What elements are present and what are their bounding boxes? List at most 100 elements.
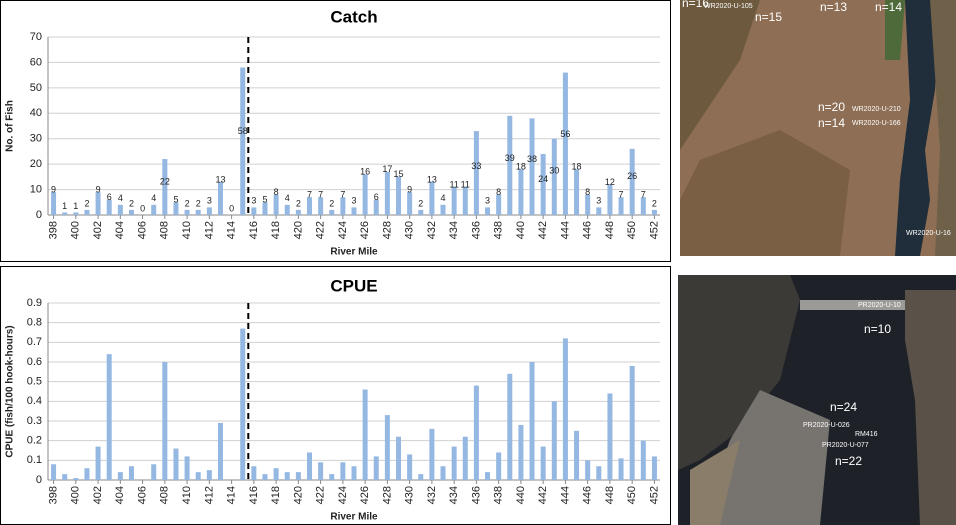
- data-label: 4: [118, 193, 123, 203]
- y-tick-label: 0.2: [27, 435, 42, 447]
- data-label: 18: [516, 162, 526, 172]
- x-tick-label: 420: [292, 486, 304, 504]
- image-label: n=24: [830, 400, 857, 414]
- bar: [418, 209, 424, 215]
- data-label: 7: [641, 190, 646, 200]
- data-label: 13: [215, 174, 225, 184]
- y-tick-label: 50: [30, 82, 42, 94]
- bar: [440, 204, 446, 215]
- bar: [618, 458, 624, 480]
- bar: [418, 474, 424, 480]
- bar: [306, 452, 312, 480]
- bar: [284, 472, 290, 480]
- x-axis-label: River Mile: [330, 247, 378, 258]
- bar: [240, 328, 246, 480]
- data-label: 13: [427, 174, 437, 184]
- x-tick-label: 450: [626, 221, 638, 239]
- bar: [473, 131, 479, 215]
- bar: [585, 460, 591, 480]
- data-label: 33: [471, 161, 481, 171]
- x-tick-label: 428: [381, 221, 393, 239]
- y-tick-label: 60: [30, 56, 42, 68]
- bar: [329, 209, 335, 215]
- bar: [396, 176, 402, 215]
- x-tick-label: 400: [70, 486, 82, 504]
- bar: [529, 118, 535, 215]
- data-label: 58: [238, 126, 248, 136]
- x-tick-label: 410: [181, 486, 193, 504]
- bar: [73, 212, 79, 215]
- x-tick-label: 406: [136, 486, 148, 504]
- x-tick-label: 422: [315, 221, 327, 239]
- bar: [173, 448, 179, 480]
- y-tick-label: 20: [30, 158, 42, 170]
- bar: [273, 468, 279, 480]
- y-tick-label: 0.5: [27, 376, 42, 388]
- bar: [151, 204, 157, 215]
- image-label: n=15: [755, 10, 782, 24]
- x-tick-label: 436: [470, 486, 482, 504]
- x-tick-label: 446: [582, 221, 594, 239]
- x-tick-label: 414: [226, 486, 238, 504]
- image-label: n=20: [818, 100, 845, 114]
- x-tick-label: 440: [515, 221, 527, 239]
- data-label: 2: [296, 198, 301, 208]
- bar: [128, 209, 134, 215]
- bar: [262, 474, 268, 480]
- data-label: 7: [340, 190, 345, 200]
- y-tick-label: 30: [30, 133, 42, 145]
- data-label: 11: [449, 179, 458, 189]
- bar: [384, 171, 390, 215]
- bar: [62, 474, 68, 480]
- data-label: 4: [151, 193, 156, 203]
- x-tick-label: 448: [604, 221, 616, 239]
- x-tick-label: 398: [47, 486, 59, 504]
- image-label: PR2020-U-026: [803, 422, 850, 429]
- bar: [251, 466, 257, 480]
- bar: [551, 401, 557, 480]
- bar: [562, 72, 568, 215]
- x-tick-label: 444: [559, 486, 571, 504]
- data-label: 15: [394, 169, 404, 179]
- bar: [329, 474, 335, 480]
- bar: [318, 462, 324, 480]
- bar: [507, 115, 513, 215]
- bar: [651, 209, 657, 215]
- x-tick-label: 402: [92, 221, 104, 239]
- x-tick-label: 450: [626, 486, 638, 504]
- bar: [106, 354, 112, 480]
- bar: [95, 192, 101, 215]
- bar: [184, 209, 190, 215]
- bar: [251, 207, 257, 215]
- y-axis-label: No. of Fish: [5, 100, 16, 152]
- data-label: 3: [251, 196, 256, 206]
- data-label: 7: [318, 190, 323, 200]
- bar: [451, 446, 457, 480]
- bar: [273, 194, 279, 215]
- data-label: 2: [129, 198, 134, 208]
- data-label: 8: [274, 187, 279, 197]
- bar: [95, 446, 101, 480]
- bar: [529, 362, 535, 480]
- chart-frame: [0, 0, 671, 262]
- bar: [84, 209, 90, 215]
- x-axis-label: River Mile: [330, 512, 378, 523]
- image-label: n=16: [682, 0, 709, 10]
- x-tick-label: 444: [559, 221, 571, 239]
- x-tick-label: 430: [404, 486, 416, 504]
- data-label: 7: [307, 190, 312, 200]
- bar: [51, 464, 57, 480]
- data-label: 4: [441, 193, 446, 203]
- bar: [362, 174, 368, 215]
- bar: [451, 187, 457, 215]
- data-label: 4: [285, 193, 290, 203]
- image-label: WR2020-U-210: [852, 106, 901, 113]
- data-label: 24: [538, 174, 548, 184]
- bar: [462, 187, 468, 215]
- bar: [51, 192, 57, 215]
- satellite-image: n=16 WR2020-U-105 n=15 n=13 n=14 n=20 WR…: [680, 0, 956, 256]
- bar: [195, 209, 201, 215]
- bar: [351, 207, 357, 215]
- x-tick-label: 432: [426, 221, 438, 239]
